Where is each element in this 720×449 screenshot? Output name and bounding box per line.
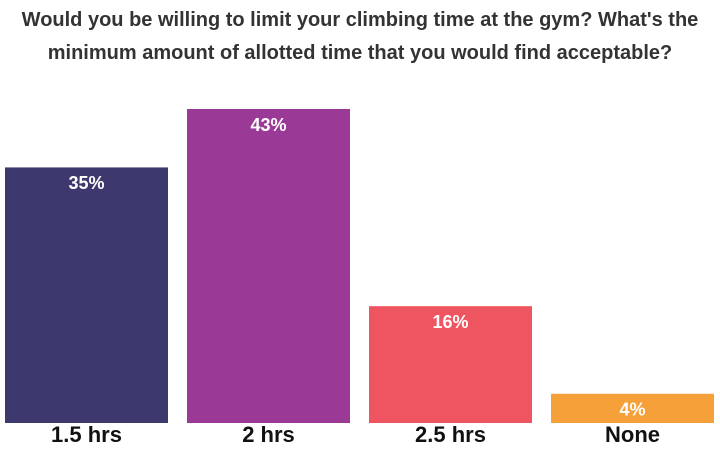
data-label: 43% bbox=[250, 115, 286, 135]
data-label: 4% bbox=[619, 400, 645, 420]
bar bbox=[551, 393, 714, 423]
x-tick-label: 2.5 hrs bbox=[415, 422, 486, 447]
bar bbox=[369, 306, 532, 423]
chart-title: Would you be willing to limit your climb… bbox=[21, 9, 699, 64]
x-tick-label: 2 hrs bbox=[242, 422, 295, 447]
data-label: 16% bbox=[432, 312, 468, 332]
x-tick-label: None bbox=[605, 422, 660, 447]
bar bbox=[187, 109, 350, 423]
bar bbox=[5, 167, 168, 423]
data-label: 35% bbox=[68, 173, 104, 193]
x-tick-label: 1.5 hrs bbox=[51, 422, 122, 447]
